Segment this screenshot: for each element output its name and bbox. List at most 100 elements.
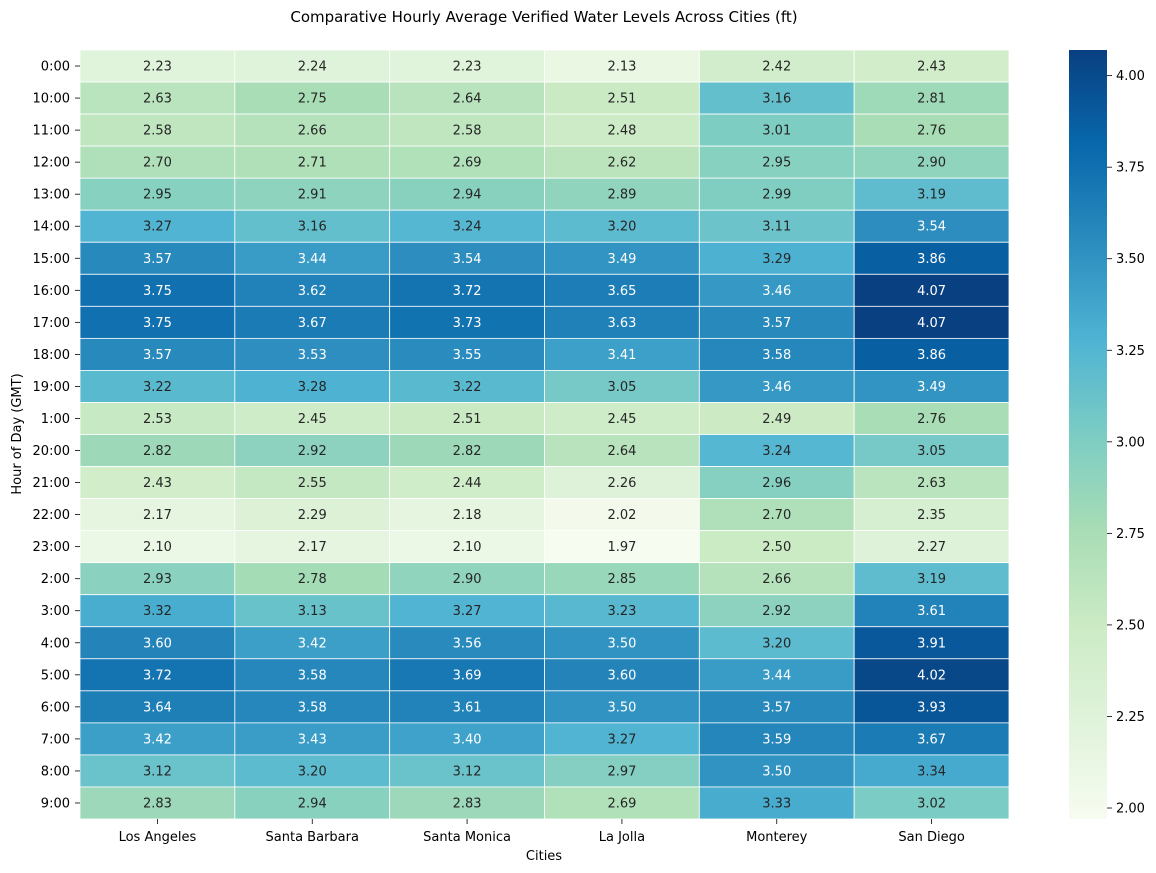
cell-value-label: 3.59 bbox=[762, 732, 791, 747]
cell-value-label: 3.63 bbox=[607, 316, 636, 331]
cell-value-label: 3.23 bbox=[607, 604, 636, 619]
heatmap-cell bbox=[544, 626, 700, 660]
heatmap-cell bbox=[853, 177, 1010, 211]
cell-value-label: 3.19 bbox=[917, 188, 946, 203]
row-tick-label: 22:00 bbox=[33, 508, 70, 523]
column-tick-label: La Jolla bbox=[599, 830, 645, 845]
heatmap-cell bbox=[544, 241, 700, 275]
cell-value-label: 3.54 bbox=[917, 220, 946, 235]
heatmap-cell bbox=[234, 754, 391, 788]
cell-value-label: 3.46 bbox=[762, 380, 791, 395]
cell-value-label: 2.17 bbox=[298, 540, 327, 555]
heatmap-cell bbox=[544, 434, 700, 467]
colorbar-tick-label: 2.00 bbox=[1116, 802, 1145, 817]
chart-title: Comparative Hourly Average Verified Wate… bbox=[290, 8, 797, 26]
column-tick-label: Santa Monica bbox=[423, 830, 511, 845]
row-tick-label: 14:00 bbox=[33, 220, 70, 235]
cell-value-label: 2.35 bbox=[917, 508, 946, 523]
heatmap-cell bbox=[853, 370, 1010, 403]
heatmap-cell bbox=[389, 402, 545, 435]
cell-value-label: 2.53 bbox=[143, 412, 172, 427]
heatmap-cell bbox=[853, 658, 1010, 692]
heatmap-cell bbox=[544, 145, 700, 179]
cell-value-label: 3.57 bbox=[143, 348, 172, 363]
cell-value-label: 2.89 bbox=[607, 188, 636, 203]
cell-value-label: 2.48 bbox=[607, 124, 636, 139]
cell-value-label: 3.22 bbox=[453, 380, 482, 395]
heatmap-cell bbox=[698, 177, 855, 211]
colorbar-tick-label: 2.50 bbox=[1116, 618, 1145, 633]
cell-value-label: 3.86 bbox=[917, 252, 946, 267]
cell-value-label: 3.40 bbox=[453, 732, 482, 747]
x-axis-label: Cities bbox=[526, 849, 562, 864]
cell-value-label: 2.44 bbox=[453, 476, 482, 491]
heatmap-cell bbox=[698, 466, 855, 499]
heatmap-cell bbox=[79, 530, 236, 564]
cell-value-label: 3.01 bbox=[762, 124, 791, 139]
cell-value-label: 2.66 bbox=[762, 572, 791, 587]
cell-value-label: 2.95 bbox=[762, 156, 791, 171]
cell-value-label: 3.44 bbox=[762, 668, 791, 683]
heatmap-cell bbox=[544, 49, 700, 83]
heatmap-cell bbox=[79, 690, 236, 724]
cell-value-label: 3.20 bbox=[298, 764, 327, 779]
heatmap-cell bbox=[389, 273, 545, 307]
cell-value-label: 3.33 bbox=[762, 796, 791, 811]
cell-value-label: 2.43 bbox=[917, 60, 946, 75]
row-tick-label: 15:00 bbox=[33, 252, 70, 267]
cell-value-label: 3.50 bbox=[607, 636, 636, 651]
cell-value-label: 2.23 bbox=[143, 60, 172, 75]
cell-value-label: 2.70 bbox=[143, 156, 172, 171]
cell-value-label: 2.92 bbox=[298, 444, 327, 459]
cell-value-label: 2.10 bbox=[143, 540, 172, 555]
heatmap-cell bbox=[853, 241, 1010, 275]
heatmap-cell bbox=[79, 370, 236, 403]
cell-value-label: 3.55 bbox=[453, 348, 482, 363]
heatmap-cell bbox=[853, 402, 1010, 435]
cell-value-label: 3.69 bbox=[453, 668, 482, 683]
heatmap-cell bbox=[544, 690, 700, 724]
heatmap-cell bbox=[544, 81, 700, 115]
heatmap-cell bbox=[234, 81, 391, 115]
row-tick-label: 5:00 bbox=[41, 668, 70, 683]
heatmap-cell bbox=[544, 530, 700, 564]
cell-value-label: 3.11 bbox=[762, 220, 791, 235]
cell-value-label: 3.72 bbox=[143, 668, 172, 683]
heatmap-cell bbox=[389, 177, 545, 211]
cell-value-label: 3.62 bbox=[298, 284, 327, 299]
heatmap-cell bbox=[698, 305, 855, 339]
heatmap-cell bbox=[79, 594, 236, 628]
row-tick-label: 1:00 bbox=[41, 412, 70, 427]
cell-value-label: 3.75 bbox=[143, 316, 172, 331]
cell-value-label: 2.83 bbox=[143, 796, 172, 811]
cell-value-label: 3.53 bbox=[298, 348, 327, 363]
heatmap-cell bbox=[853, 562, 1010, 596]
cell-value-label: 3.86 bbox=[917, 348, 946, 363]
row-tick-label: 19:00 bbox=[33, 380, 70, 395]
heatmap-cell bbox=[853, 209, 1010, 243]
colorbar-tick-label: 3.75 bbox=[1116, 161, 1145, 176]
column-tick-label: Los Angeles bbox=[119, 830, 197, 845]
heatmap-cell bbox=[79, 722, 236, 756]
heatmap-cell bbox=[79, 658, 236, 692]
cell-value-label: 2.90 bbox=[917, 156, 946, 171]
heatmap-cell bbox=[389, 594, 545, 628]
cell-value-label: 3.29 bbox=[762, 252, 791, 267]
cell-value-label: 2.83 bbox=[453, 796, 482, 811]
row-tick-label: 21:00 bbox=[33, 476, 70, 491]
cell-value-label: 3.49 bbox=[917, 380, 946, 395]
cell-value-label: 3.42 bbox=[143, 732, 172, 747]
heatmap-cell bbox=[853, 113, 1010, 147]
heatmap-cell bbox=[544, 562, 700, 596]
heatmap-cell bbox=[544, 466, 700, 499]
heatmap-cell bbox=[853, 81, 1010, 115]
cell-value-label: 2.97 bbox=[607, 764, 636, 779]
heatmap-cell bbox=[698, 273, 855, 307]
row-tick-label: 3:00 bbox=[41, 604, 70, 619]
cell-value-label: 3.57 bbox=[762, 700, 791, 715]
heatmap-cell bbox=[544, 177, 700, 211]
cell-value-label: 2.64 bbox=[453, 92, 482, 107]
row-tick-label: 9:00 bbox=[41, 796, 70, 811]
cell-value-label: 3.42 bbox=[298, 636, 327, 651]
